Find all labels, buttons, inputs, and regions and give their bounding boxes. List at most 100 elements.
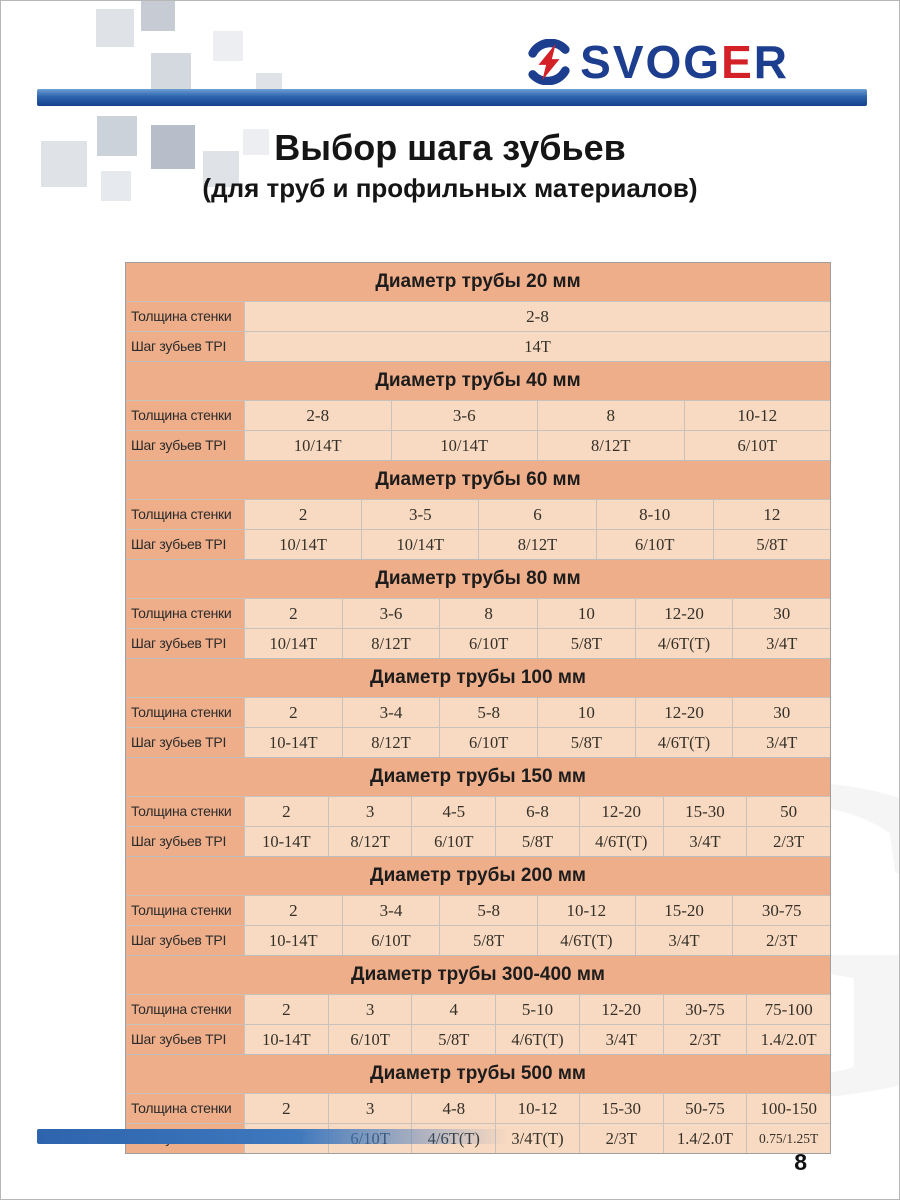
tpi-cell: 10-14Т xyxy=(244,728,342,757)
tpi-cell: 5/8Т xyxy=(712,530,830,559)
decor-square xyxy=(243,129,269,155)
thickness-cell: 30 xyxy=(732,698,830,727)
tpi-cell: 10/14Т xyxy=(390,431,538,460)
table-row: Шаг зубьев TPI 10/14Т 10/14Т 8/12Т 6/10Т xyxy=(126,430,830,460)
thickness-cell: 8 xyxy=(537,401,684,430)
section-header: Диаметр трубы 40 мм xyxy=(126,362,830,400)
bottom-divider-bar xyxy=(37,1129,507,1144)
table-row: Толщина стенки 2-8 xyxy=(126,301,830,331)
decor-square xyxy=(96,9,134,47)
row-label: Толщина стенки xyxy=(126,401,244,430)
logo-part-2: E xyxy=(721,36,754,88)
tpi-cell: 10/14Т xyxy=(244,629,342,658)
thickness-cell: 15-30 xyxy=(662,797,747,826)
thickness-cell: 75-100 xyxy=(746,995,830,1024)
thickness-cell: 5-10 xyxy=(495,995,579,1024)
tpi-cell: 3/4Т xyxy=(634,926,733,955)
thickness-cell: 8 xyxy=(439,599,537,628)
table-section: Диаметр трубы 20 мм Толщина стенки 2-8 Шаг … xyxy=(126,263,830,361)
thickness-cell: 100-150 xyxy=(746,1094,830,1123)
row-label: Толщина стенки xyxy=(126,599,244,628)
table-section: Диаметр трубы 300-400 мм Толщина стенки 2 3… xyxy=(126,955,830,1054)
tpi-cell: 6/10Т xyxy=(683,431,831,460)
thickness-cell: 3-6 xyxy=(390,401,538,430)
thickness-cell: 6-8 xyxy=(495,797,579,826)
thickness-cell: 3 xyxy=(327,995,412,1024)
row-label: Шаг зубьев TPI xyxy=(126,332,244,361)
thickness-cell: 3-4 xyxy=(341,896,440,925)
tpi-cell: 8/12Т xyxy=(537,431,684,460)
tpi-cell: 8/12Т xyxy=(327,827,412,856)
thickness-cell: 12 xyxy=(712,500,830,529)
top-divider-bar xyxy=(37,89,867,106)
tpi-cell: 4/6Т(Т) xyxy=(495,1025,579,1054)
row-label: Шаг зубьев TPI xyxy=(126,926,244,955)
thickness-cell: 30-75 xyxy=(732,896,830,925)
thickness-cell: 30-75 xyxy=(662,995,747,1024)
tpi-cell: 4/6Т(Т) xyxy=(578,827,663,856)
tpi-cell: 6/10Т xyxy=(595,530,713,559)
table-row: Шаг зубьев TPI 10-14Т 8/12Т 6/10Т 5/8Т 4/6Т(Т… xyxy=(126,826,830,856)
row-label: Шаг зубьев TPI xyxy=(126,629,244,658)
thickness-cell: 12-20 xyxy=(578,995,663,1024)
table-row: Толщина стенки 2 3-4 5-8 10 12-20 30 xyxy=(126,697,830,727)
thickness-cell: 50 xyxy=(746,797,830,826)
table-row: Толщина стенки 2 3 4 5-10 12-20 30-75 75-100 xyxy=(126,994,830,1024)
logo-part-1: SVOG xyxy=(580,36,722,88)
tpi-cell: 2/3Т xyxy=(746,827,830,856)
thickness-cell: 2 xyxy=(244,896,342,925)
tpi-cell: 10-14Т xyxy=(244,926,342,955)
decor-square xyxy=(97,116,137,156)
row-label: Шаг зубьев TPI xyxy=(126,1025,244,1054)
section-header: Диаметр трубы 80 мм xyxy=(126,560,830,598)
tpi-cell: 6/10Т xyxy=(411,827,495,856)
thickness-cell: 2-8 xyxy=(244,401,391,430)
logo-part-3: R xyxy=(753,36,789,88)
thickness-cell: 4-5 xyxy=(411,797,495,826)
thickness-cell: 6 xyxy=(478,500,595,529)
row-label: Толщина стенки xyxy=(126,995,244,1024)
row-label: Толщина стенки xyxy=(126,1094,244,1123)
tpi-cell: 6/10Т xyxy=(439,629,537,658)
section-header: Диаметр трубы 200 мм xyxy=(126,857,830,895)
section-header: Диаметр трубы 100 мм xyxy=(126,659,830,697)
table-section: Диаметр трубы 200 мм Толщина стенки 2 3-4 5-… xyxy=(126,856,830,955)
tpi-cell: 5/8Т xyxy=(411,1025,495,1054)
table-row: Толщина стенки 2 3 4-8 10-12 15-30 50-75 100-15… xyxy=(126,1093,830,1123)
thickness-cell: 10 xyxy=(537,599,635,628)
thickness-cell: 2 xyxy=(244,995,328,1024)
table-section: Диаметр трубы 80 мм Толщина стенки 2 3-6 8 10… xyxy=(126,559,830,658)
thickness-cell: 30 xyxy=(732,599,830,628)
tpi-cell: 3/4Т(Т) xyxy=(495,1124,579,1153)
thickness-cell: 2 xyxy=(244,1094,328,1123)
decor-square xyxy=(213,31,243,61)
row-label: Шаг зубьев TPI xyxy=(126,431,244,460)
tpi-cell: 3/4Т xyxy=(578,1025,663,1054)
row-label: Шаг зубьев TPI xyxy=(126,530,244,559)
thickness-cell: 3-6 xyxy=(341,599,440,628)
table-section: Диаметр трубы 60 мм Толщина стенки 2 3-5 6 8-… xyxy=(126,460,830,559)
tpi-cell: 2/3Т xyxy=(732,926,830,955)
thickness-cell: 12-20 xyxy=(578,797,663,826)
logo: SVOGER xyxy=(526,35,789,89)
thickness-cell: 4-8 xyxy=(411,1094,495,1123)
tpi-cell: 3/4Т xyxy=(732,629,830,658)
table-section: Диаметр трубы 40 мм Толщина стенки 2-8 3-6 8… xyxy=(126,361,830,460)
thickness-cell: 10-12 xyxy=(537,896,635,925)
table-section: Диаметр трубы 150 мм Толщина стенки 2 3 4-5 6… xyxy=(126,757,830,856)
decor-square xyxy=(151,53,191,93)
table-row: Толщина стенки 2 3-4 5-8 10-12 15-20 30-75 xyxy=(126,895,830,925)
tpi-cell: 10/14Т xyxy=(361,530,478,559)
table-row: Толщина стенки 2-8 3-6 8 10-12 xyxy=(126,400,830,430)
tpi-cell: 2/3Т xyxy=(662,1025,747,1054)
thickness-cell: 2-8 xyxy=(244,302,830,331)
tpi-cell: 3/4Т xyxy=(732,728,830,757)
thickness-cell: 5-8 xyxy=(439,896,537,925)
tpi-cell: 6/10Т xyxy=(439,728,537,757)
tpi-cell: 4/6Т(Т) xyxy=(634,629,733,658)
table-row: Шаг зубьев TPI 14Т xyxy=(126,331,830,361)
thickness-cell: 3 xyxy=(327,1094,412,1123)
row-label: Толщина стенки xyxy=(126,302,244,331)
tpi-cell: 10-14Т xyxy=(244,1025,328,1054)
decor-square xyxy=(101,171,131,201)
